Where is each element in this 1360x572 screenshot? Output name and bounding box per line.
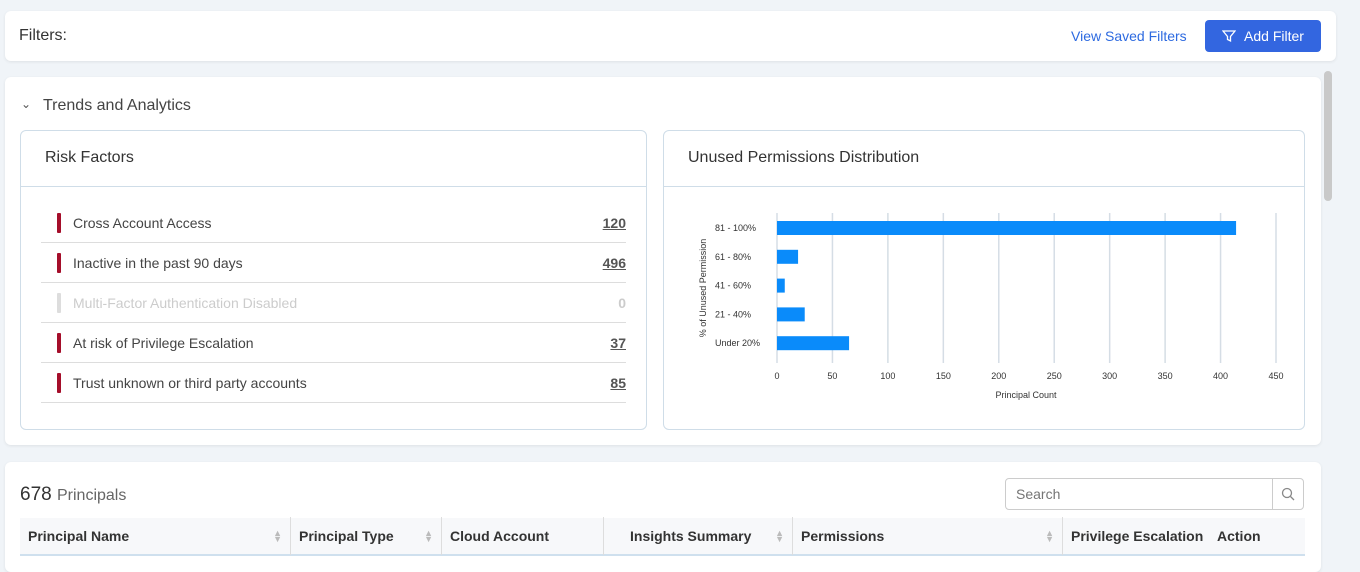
x-axis-label: Principal Count <box>995 390 1057 400</box>
y-tick-label: Under 20% <box>715 338 760 348</box>
x-tick-label: 450 <box>1268 371 1283 381</box>
scrollbar-thumb[interactable] <box>1324 71 1332 201</box>
y-tick-label: 41 - 60% <box>715 281 751 291</box>
search-box <box>1005 478 1304 510</box>
filters-label: Filters: <box>19 27 67 44</box>
x-tick-label: 200 <box>991 371 1006 381</box>
column-label: Principal Name <box>28 528 130 544</box>
count-value: 678 <box>20 484 52 505</box>
bar[interactable] <box>777 278 785 293</box>
trends-toggle[interactable]: Trends and Analytics <box>43 97 191 114</box>
add-filter-button[interactable]: Add Filter <box>1205 20 1321 52</box>
risk-factor-count[interactable]: 120 <box>602 214 626 231</box>
distribution-chart: 0 50 100 150 200 250 300 350 400 450 81 - 100% 61 -… <box>698 213 1284 400</box>
principals-count: 678 Principals <box>20 484 126 506</box>
risk-factor-row: Multi-Factor Authentication Disabled 0 <box>41 283 626 323</box>
filter-icon <box>1222 30 1237 43</box>
risk-factor-row: At risk of Privilege Escalation 37 <box>41 323 626 363</box>
x-tick-label: 400 <box>1213 371 1228 381</box>
column-label: Insights Summary <box>630 528 752 544</box>
y-tick-label: 61 - 80% <box>715 252 751 262</box>
risk-factor-label: Multi-Factor Authentication Disabled <box>73 294 298 311</box>
x-tick-label: 250 <box>1047 371 1062 381</box>
risk-factor-count[interactable]: 85 <box>610 374 626 391</box>
column-principal-type[interactable]: Principal Type ▲ ▼ <box>290 517 441 555</box>
bar[interactable] <box>777 336 850 351</box>
column-action: Action <box>1209 517 1299 555</box>
risk-factors-title: Risk Factors <box>21 131 646 187</box>
add-filter-label: Add Filter <box>1244 28 1304 44</box>
column-label: Principal Type <box>299 528 394 544</box>
column-label: Cloud Account <box>450 528 550 544</box>
risk-factor-label: Cross Account Access <box>73 214 212 231</box>
severity-indicator <box>57 252 61 273</box>
severity-indicator <box>57 292 61 313</box>
table-header: Principal Name ▲ ▼ Principal Type ▲ ▼ Cloud … <box>20 517 1305 556</box>
scrollbar[interactable] <box>1322 69 1334 559</box>
sort-icon[interactable]: ▲ ▼ <box>775 528 784 544</box>
severity-indicator <box>57 372 61 393</box>
sort-icon[interactable]: ▲ ▼ <box>1045 528 1054 544</box>
risk-factors-panel: Risk Factors Cross Account Access 120 Inac… <box>20 130 647 430</box>
column-permissions[interactable]: Permissions ▲ ▼ <box>792 517 1062 555</box>
sort-icon[interactable]: ▲ ▼ <box>273 528 282 544</box>
x-tick-label: 300 <box>1102 371 1117 381</box>
bar[interactable] <box>777 307 805 322</box>
risk-factor-row: Cross Account Access 120 <box>41 203 626 243</box>
chevron-down-icon[interactable]: ⌄ <box>21 97 32 111</box>
view-saved-filters-link[interactable]: View Saved Filters <box>1071 28 1187 44</box>
x-tick-label: 150 <box>936 371 951 381</box>
risk-factor-count: 0 <box>618 294 626 311</box>
x-tick-label: 0 <box>774 371 779 381</box>
filters-bar: Filters: View Saved Filters Add Filter <box>5 11 1336 61</box>
x-tick-label: 350 <box>1158 371 1173 381</box>
risk-factor-row: Inactive in the past 90 days 496 <box>41 243 626 283</box>
risk-factor-count[interactable]: 496 <box>602 254 626 271</box>
distribution-title: Unused Permissions Distribution <box>664 131 1304 187</box>
risk-factor-label: Trust unknown or third party accounts <box>73 374 307 391</box>
severity-indicator <box>57 332 61 353</box>
search-icon <box>1281 487 1295 501</box>
search-button[interactable] <box>1272 479 1303 509</box>
risk-factor-label: At risk of Privilege Escalation <box>73 334 254 351</box>
y-tick-label: 81 - 100% <box>715 223 756 233</box>
y-axis-label: % of Unused Permission <box>698 239 708 338</box>
column-label: Action <box>1217 528 1261 544</box>
column-label: Privilege Escalation <box>1071 528 1204 544</box>
sort-icon[interactable]: ▲ ▼ <box>424 528 433 544</box>
bar[interactable] <box>777 221 1237 235</box>
risk-factor-label: Inactive in the past 90 days <box>73 254 243 271</box>
y-tick-label: 21 - 40% <box>715 309 751 319</box>
trends-section: ⌄ Trends and Analytics Risk Factors Cros… <box>5 77 1321 445</box>
x-tick-label: 100 <box>880 371 895 381</box>
column-insights-summary[interactable]: Insights Summary ▲ ▼ <box>603 517 792 555</box>
severity-indicator <box>57 212 61 233</box>
principals-section: 678 Principals Principal Name ▲▼ Principa… <box>5 462 1321 572</box>
column-privilege-escalation[interactable]: Privilege Escalation <box>1062 517 1209 555</box>
column-cloud-account[interactable]: Cloud Account <box>441 517 603 555</box>
risk-factor-row: Trust unknown or third party accounts 85 <box>41 363 626 403</box>
unused-permissions-panel: Unused Permissions Distribution 0 50 100 15… <box>663 130 1305 430</box>
count-label: Principals <box>56 487 127 504</box>
search-input[interactable] <box>1006 479 1272 509</box>
risk-factor-count[interactable]: 37 <box>610 334 626 351</box>
x-tick-label: 50 <box>827 371 837 381</box>
bar[interactable] <box>777 249 799 264</box>
column-principal-name[interactable]: Principal Name ▲ ▼ <box>20 517 290 555</box>
column-label: Permissions <box>801 528 885 544</box>
